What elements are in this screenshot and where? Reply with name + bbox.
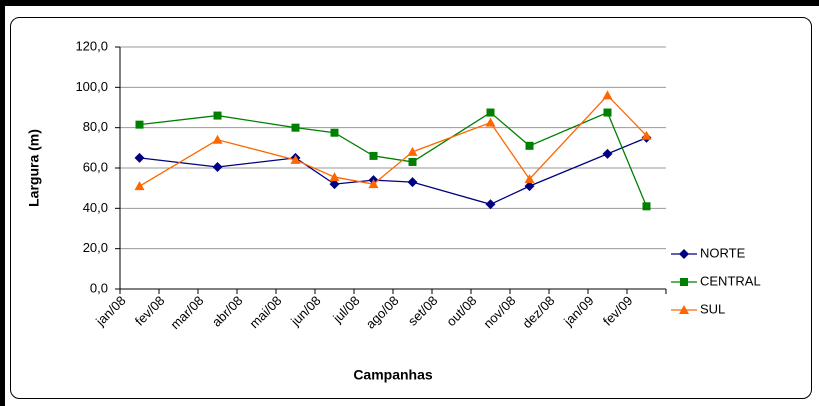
marker (212, 161, 223, 172)
marker (524, 181, 535, 192)
marker (213, 111, 222, 120)
y-tick-label: 100,0 (75, 79, 108, 94)
marker (679, 249, 689, 259)
frame-left (0, 0, 5, 406)
legend-label: SUL (700, 301, 725, 316)
marker (603, 108, 612, 117)
marker (329, 179, 340, 190)
y-axis-title: Largura (m) (26, 129, 42, 207)
y-tick-label: 120,0 (75, 38, 108, 53)
marker (408, 157, 417, 166)
marker (135, 120, 144, 129)
marker (407, 146, 418, 156)
y-tick-label: 0,0 (90, 280, 108, 295)
series-line (139, 94, 647, 187)
frame-top (0, 0, 819, 6)
marker (485, 117, 496, 127)
marker (369, 151, 378, 160)
marker (525, 141, 534, 150)
marker (134, 152, 145, 163)
y-tick-label: 60,0 (83, 159, 108, 174)
marker (642, 202, 651, 211)
series-line (139, 137, 647, 205)
marker (524, 174, 535, 184)
marker (679, 305, 689, 314)
marker (134, 181, 145, 191)
legend-label: NORTE (700, 245, 746, 260)
marker (485, 199, 496, 210)
marker (680, 278, 688, 286)
marker (330, 128, 339, 137)
y-tick-label: 20,0 (83, 240, 108, 255)
marker (641, 130, 652, 140)
y-tick-label: 40,0 (83, 200, 108, 215)
marker (329, 172, 340, 182)
marker (486, 108, 495, 117)
x-axis-title: Campanhas (353, 367, 433, 383)
series-line (139, 111, 648, 207)
y-tick-label: 80,0 (83, 119, 108, 134)
marker (368, 179, 379, 189)
marker (290, 154, 301, 164)
marker (291, 123, 300, 132)
marker (602, 90, 613, 100)
legend-label: CENTRAL (700, 273, 761, 288)
marker (602, 148, 613, 159)
marker (212, 134, 223, 144)
marker (407, 177, 418, 188)
